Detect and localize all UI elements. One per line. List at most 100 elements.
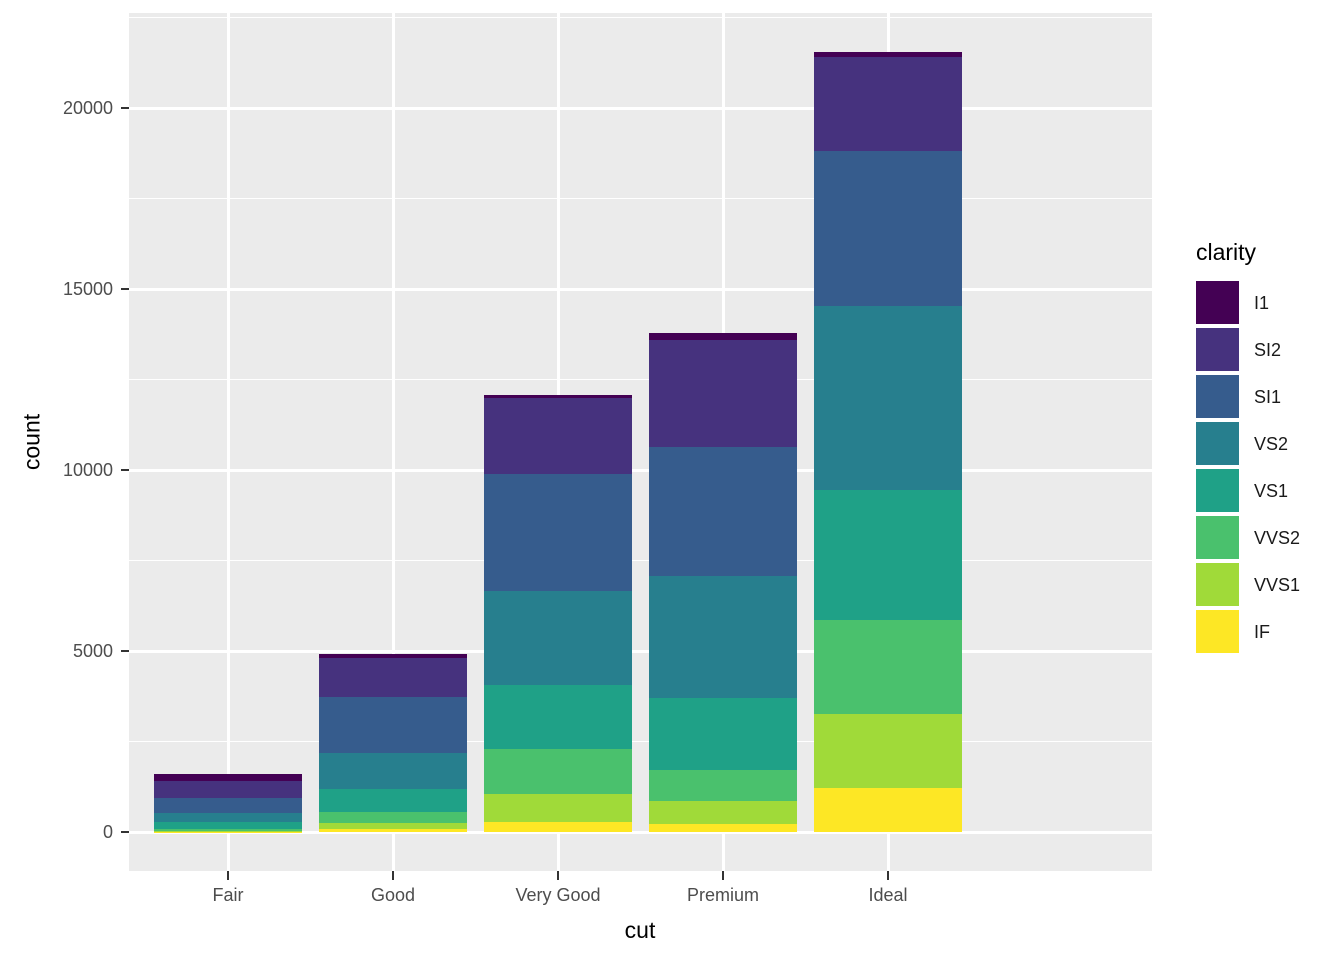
legend-item-si1: SI1	[1196, 375, 1300, 419]
bar-segment-ideal-si2	[813, 57, 963, 152]
y-tick-label: 20000	[62, 98, 113, 119]
legend-label: IF	[1254, 621, 1270, 642]
x-tick-label: Ideal	[868, 885, 908, 905]
x-tick-label: Good	[370, 885, 416, 905]
y-tick-label: 0	[102, 822, 113, 842]
legend-key-i1	[1196, 281, 1239, 325]
bar-segment-fair-vs1	[153, 822, 303, 829]
bar-segment-very-good-vvs2	[483, 749, 633, 794]
bar-segment-ideal-si1	[813, 151, 963, 307]
bar-segment-fair-vvs2	[153, 828, 303, 832]
plot-panel	[129, 13, 1152, 871]
gridline-minor-y	[129, 16, 1152, 19]
bar-segment-fair-vs2	[153, 812, 303, 823]
bar-segment-ideal-if	[813, 788, 963, 832]
legend-title: clarity	[1196, 239, 1257, 265]
legend-item-vvs2: VVS2	[1196, 516, 1301, 560]
y-tick-mark	[121, 650, 129, 653]
x-axis-title: cut	[624, 917, 656, 943]
x-tick-mark	[392, 871, 394, 880]
bar-segment-ideal-vs2	[813, 306, 963, 490]
x-tick-mark	[227, 871, 229, 880]
bar-segment-premium-vs1	[648, 697, 798, 770]
y-tick-mark	[121, 288, 129, 291]
bar-segment-premium-vs2	[648, 576, 798, 698]
x-tick-label: Premium	[686, 885, 760, 905]
legend-label: VS1	[1254, 480, 1289, 501]
legend-item-si2: SI2	[1196, 328, 1300, 372]
bar-segment-very-good-i1	[483, 394, 633, 398]
bar-segment-premium-vvs2	[648, 769, 798, 802]
gridline-minor-y	[129, 559, 1152, 562]
legend-key-vs2	[1196, 422, 1239, 466]
bar-segment-premium-si2	[648, 340, 798, 447]
gridline-major-y	[129, 106, 1152, 110]
gridline-minor-y	[129, 378, 1152, 381]
bar-segment-fair-si1	[153, 798, 303, 813]
bar-segment-premium-si1	[648, 447, 798, 577]
gridline-major-y	[129, 468, 1152, 472]
y-tick-mark	[121, 831, 129, 833]
legend-key-si2	[1196, 328, 1239, 372]
gridline-minor-y	[129, 740, 1152, 743]
y-tick-label: 15000	[62, 279, 113, 300]
x-tick-mark	[557, 871, 559, 880]
bar-segment-good-vs2	[318, 753, 468, 789]
y-tick-mark	[121, 469, 129, 472]
y-tick-label: 10000	[62, 460, 113, 481]
bar-segment-premium-if	[648, 823, 798, 832]
bar-segment-fair-si2	[153, 781, 303, 799]
bar-segment-very-good-vvs1	[483, 793, 633, 823]
legend-label: SI1	[1254, 386, 1282, 407]
legend-item-vvs1: VVS1	[1196, 563, 1301, 607]
legend-key-si1	[1196, 375, 1239, 419]
legend-label: SI2	[1254, 339, 1282, 360]
y-tick-label: 5000	[72, 641, 113, 662]
legend-key-vvs1	[1196, 563, 1239, 607]
x-tick-label: Very Good	[515, 885, 601, 905]
legend: clarity I1 SI2 SI1 VS2 VS1 VVS2 VVS1 IF	[1196, 239, 1301, 657]
legend-label: VVS1	[1254, 574, 1301, 595]
gridline-major-y	[129, 287, 1152, 291]
legend-items: I1 SI2 SI1 VS2 VS1 VVS2 VVS1 IF	[1196, 281, 1301, 654]
bar-segment-good-vs1	[318, 788, 468, 813]
bar-segment-premium-vvs1	[648, 801, 798, 824]
x-tick-mark	[722, 871, 724, 880]
legend-label: VS2	[1254, 433, 1289, 454]
bar-segment-good-si1	[318, 697, 468, 754]
y-axis-title: count	[18, 413, 45, 471]
gridline-major-y	[129, 649, 1152, 653]
gridline-major-x	[391, 13, 395, 871]
bar-segment-good-vvs2	[318, 812, 468, 823]
bar-segment-good-if	[318, 829, 468, 832]
bar-segment-fair-vvs1	[153, 831, 303, 832]
bar-segment-good-vvs1	[318, 822, 468, 830]
bar-segment-very-good-si2	[483, 397, 633, 474]
legend-key-vs1	[1196, 469, 1239, 513]
bar-segment-very-good-si1	[483, 473, 633, 592]
bar-segment-ideal-i1	[813, 52, 963, 58]
bar-segment-very-good-vs1	[483, 684, 633, 750]
legend-item-vs1: VS1	[1196, 469, 1300, 513]
bar-segment-premium-i1	[648, 332, 798, 341]
y-tick-mark	[121, 107, 129, 110]
bar-segment-very-good-vs2	[483, 591, 633, 685]
bar-segment-very-good-if	[483, 822, 633, 832]
legend-key-if	[1196, 610, 1239, 654]
legend-label: VVS2	[1254, 527, 1301, 548]
bar-segment-ideal-vs1	[813, 489, 963, 620]
bar-segment-ideal-vvs2	[813, 619, 963, 715]
gridline-minor-y	[129, 197, 1152, 200]
bar-segment-ideal-vvs1	[813, 714, 963, 789]
gridline-major-y	[129, 830, 1152, 834]
legend-key-vvs2	[1196, 516, 1239, 560]
bar-segment-fair-i1	[153, 773, 303, 782]
legend-item-vs2: VS2	[1196, 422, 1300, 466]
legend-item-i1: I1	[1196, 281, 1300, 325]
bar-segment-good-i1	[318, 654, 468, 658]
x-tick-label: Fair	[212, 885, 244, 905]
bar-segment-good-si2	[318, 657, 468, 698]
legend-label: I1	[1254, 292, 1270, 313]
x-tick-mark	[887, 871, 889, 880]
